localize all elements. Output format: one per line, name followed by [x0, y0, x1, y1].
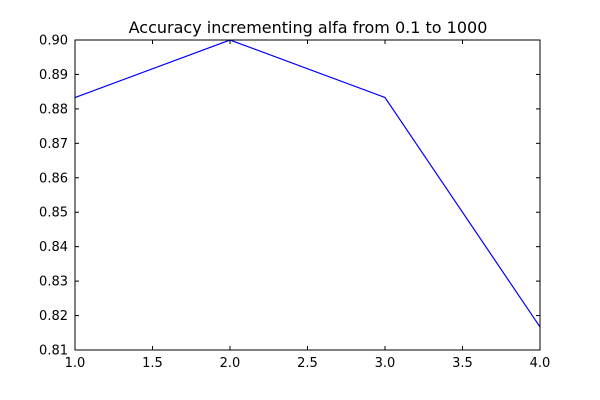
x-tick-label: 4.0: [530, 356, 551, 371]
y-tick-label: 0.90: [39, 34, 68, 49]
y-tick-label: 0.87: [39, 137, 68, 152]
x-tick-label: 2.5: [297, 356, 318, 371]
x-tick-label: 1.5: [142, 356, 163, 371]
plot-frame: [74, 39, 541, 351]
x-tick-label: 2.0: [220, 356, 241, 371]
y-tick-label: 0.85: [39, 206, 68, 221]
y-tick-label: 0.83: [39, 275, 68, 290]
y-tick-label: 0.89: [39, 68, 68, 83]
plot-lines: [74, 39, 541, 328]
axis-tick-labels: 1.0 1.5 2.0 2.5 3.0 3.5 4.0 0.81 0.82 0.83 0.84 0.8…: [39, 34, 550, 372]
y-tick-label: 0.88: [39, 102, 68, 117]
x-tick-label: 1.0: [65, 356, 86, 371]
x-tick-label: 3.5: [452, 356, 473, 371]
y-tick-label: 0.81: [39, 344, 68, 359]
y-tick-label: 0.84: [39, 240, 68, 255]
axis-ticks: [74, 39, 541, 351]
y-tick-label: 0.82: [39, 309, 68, 324]
x-tick-label: 3.0: [375, 356, 396, 371]
chart-title: Accuracy incrementing alfa from 0.1 to 1…: [129, 18, 488, 37]
y-tick-label: 0.86: [39, 171, 68, 186]
series-line-0: [74, 39, 541, 328]
